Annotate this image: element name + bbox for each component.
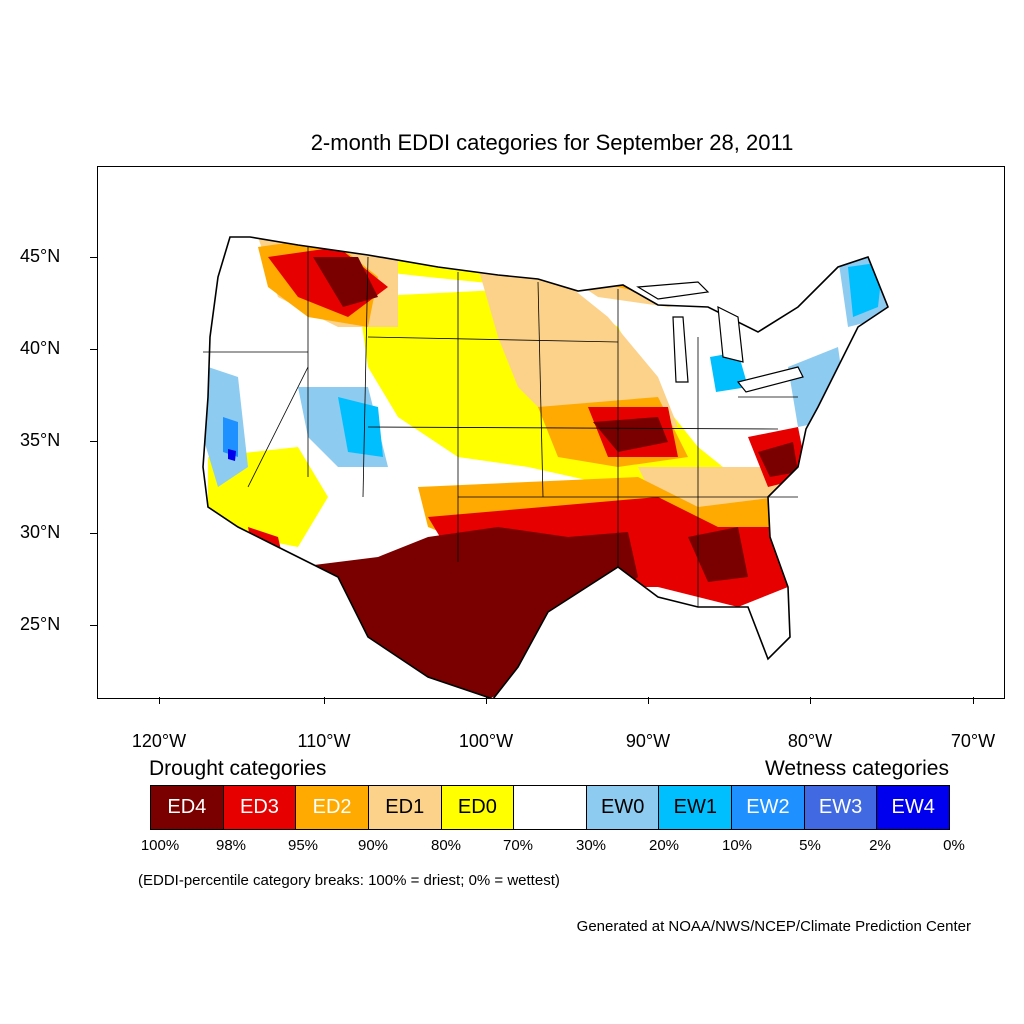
break-label: 100%	[140, 837, 180, 854]
lon-label-90w: 90°W	[625, 731, 671, 751]
lat-label-30: 30°N	[20, 522, 61, 542]
lat-tick	[90, 533, 97, 534]
region-ed4	[758, 442, 798, 477]
region-ed4	[538, 237, 658, 257]
map-title: 2-month EDDI categories for September 28…	[310, 130, 794, 155]
break-label: 80%	[430, 837, 462, 854]
region-ed4	[593, 417, 668, 452]
lon-tick	[324, 697, 325, 704]
break-label: 2%	[869, 837, 891, 854]
legend-cell-ew4: EW4	[877, 786, 950, 829]
lat-tick	[90, 625, 97, 626]
region-ew2	[223, 417, 238, 457]
region-ed4	[688, 527, 748, 582]
break-label: 95%	[287, 837, 319, 854]
legend-cell-ed1: ED1	[368, 786, 442, 829]
lat-tick	[90, 441, 97, 442]
drought-heading: Drought categories	[149, 757, 327, 780]
region-ed3	[518, 237, 698, 277]
legend-cell-ew3: EW3	[804, 786, 878, 829]
legend-cell-ew1: EW1	[659, 786, 733, 829]
region-ed3	[738, 237, 818, 257]
lon-label-80w: 80°W	[787, 731, 833, 751]
state-borders	[203, 247, 798, 607]
eddi-map	[202, 236, 889, 698]
lat-label-45: 45°N	[20, 246, 61, 266]
break-label: 30%	[575, 837, 607, 854]
break-label: 10%	[721, 837, 753, 854]
region-ew1	[338, 397, 383, 457]
break-label: 0%	[943, 837, 965, 854]
lon-tick	[486, 697, 487, 704]
legend-cell-normal	[514, 786, 587, 829]
lon-label-70w: 70°W	[950, 731, 996, 751]
lat-label-40: 40°N	[20, 338, 61, 358]
legend-cell-ed2: ED2	[296, 786, 369, 829]
map-frame	[97, 166, 1005, 699]
lat-label-35: 35°N	[20, 430, 61, 450]
wetness-heading: Wetness categories	[764, 757, 949, 780]
lon-label-110w: 110°W	[297, 731, 351, 751]
break-label: 90%	[357, 837, 389, 854]
lon-tick	[159, 697, 160, 704]
legend-cell-ed0: ED0	[441, 786, 515, 829]
lon-tick	[648, 697, 649, 704]
region-ew4	[228, 449, 236, 461]
region-ew1	[848, 262, 883, 317]
lon-tick	[810, 697, 811, 704]
lon-tick	[973, 697, 974, 704]
lat-label-25: 25°N	[20, 614, 61, 634]
coastline	[202, 236, 889, 698]
break-note: (EDDI-percentile category breaks: 100% =…	[138, 872, 560, 889]
break-label: 98%	[215, 837, 247, 854]
lon-label-100w: 100°W	[458, 731, 514, 751]
break-label: 5%	[799, 837, 821, 854]
legend-bar: ED4 ED3 ED2 ED1 ED0 EW0 EW1 EW2 EW3 EW4	[150, 785, 950, 830]
region-ed1	[478, 267, 678, 437]
legend-cell-ew2: EW2	[732, 786, 805, 829]
credit-line: Generated at NOAA/NWS/NCEP/Climate Predi…	[576, 918, 971, 935]
lat-tick	[90, 349, 97, 350]
lon-label-120w: 120°W	[131, 731, 187, 751]
legend-cell-ed3: ED3	[223, 786, 297, 829]
legend-cell-ed4: ED4	[151, 786, 224, 829]
great-lakes	[636, 281, 804, 393]
break-label: 70%	[502, 837, 534, 854]
legend-cell-ew0: EW0	[586, 786, 660, 829]
lat-tick	[90, 257, 97, 258]
break-label: 20%	[648, 837, 680, 854]
region-ed4	[313, 257, 378, 307]
